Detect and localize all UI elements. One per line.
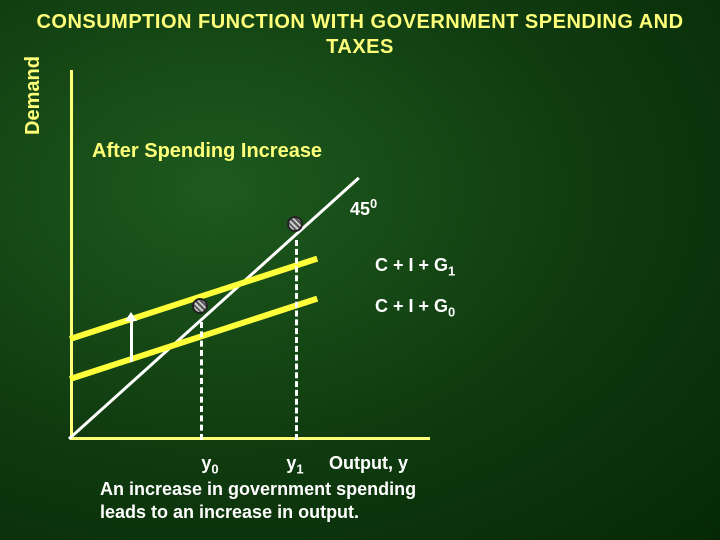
y-axis [70, 70, 73, 440]
y0-sub: 0 [211, 462, 218, 477]
forty-five-label: 450 [350, 196, 377, 220]
forty-five-text: 45 [350, 199, 370, 219]
y1-text: y [286, 453, 296, 473]
c-plus-i-plus-g1-line [69, 256, 318, 342]
y-axis-label: Demand [22, 56, 45, 135]
equilibrium-point-e1 [287, 216, 303, 232]
c-i-g1-label: C + I + G1 [375, 255, 455, 279]
c-i-g0-label: C + I + G0 [375, 296, 455, 320]
x-axis-title: Output, y [329, 453, 408, 474]
y0-text: y [201, 453, 211, 473]
x-tick-y0: y0 [201, 453, 218, 477]
slide-title: CONSUMPTION FUNCTION WITH GOVERNMENT SPE… [0, 10, 720, 60]
x-tick-y1: y1 [286, 453, 303, 477]
c-i-g1-text: C + I + G [375, 255, 448, 275]
slide-caption: An increase in government spending leads… [100, 478, 440, 525]
spending-shift-arrow [130, 320, 133, 362]
c-i-g1-sub: 1 [448, 264, 455, 279]
c-i-g0-sub: 0 [448, 305, 455, 320]
equilibrium-point-e0 [192, 298, 208, 314]
forty-five-sup: 0 [370, 196, 377, 211]
c-i-g0-text: C + I + G [375, 296, 448, 316]
y1-sub: 1 [296, 462, 303, 477]
x-axis [70, 437, 430, 440]
dashed-y1 [295, 240, 298, 440]
forty-five-degree-line [68, 177, 360, 440]
dashed-y0 [200, 322, 203, 440]
